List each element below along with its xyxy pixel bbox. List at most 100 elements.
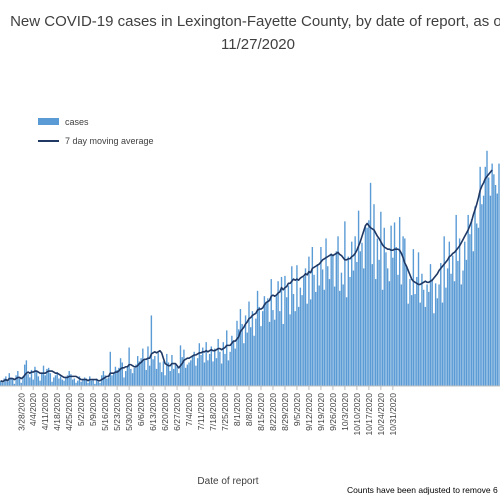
bar <box>54 375 57 386</box>
bar <box>294 311 296 386</box>
bar <box>32 379 34 386</box>
bar <box>200 354 202 386</box>
bar <box>121 362 123 386</box>
bar <box>436 298 439 386</box>
x-tick-label: 8/1/2020 <box>232 393 242 426</box>
bar <box>467 214 469 386</box>
bar <box>261 311 264 386</box>
bar <box>347 256 349 386</box>
bar <box>234 348 236 386</box>
bar <box>373 204 375 386</box>
bar <box>453 281 456 386</box>
bar <box>327 266 329 386</box>
bar <box>354 236 356 386</box>
x-tick-label: 4/11/2020 <box>40 393 50 430</box>
bar <box>226 330 228 386</box>
legend-label-cases: cases <box>65 117 89 127</box>
x-tick-label: 6/27/2020 <box>172 393 182 431</box>
bar <box>371 264 373 386</box>
bar <box>352 270 355 386</box>
x-tick-label: 10/24/2020 <box>376 393 386 436</box>
bar <box>304 268 307 386</box>
bar <box>215 358 218 386</box>
bar <box>236 320 238 386</box>
bar <box>160 372 163 386</box>
bar <box>89 376 91 386</box>
bar <box>232 341 235 386</box>
bar <box>222 342 224 386</box>
bar <box>78 376 81 386</box>
bar <box>202 347 204 386</box>
bar <box>448 241 451 386</box>
bar <box>285 297 288 386</box>
bar <box>440 263 442 386</box>
bar <box>59 376 62 386</box>
bar <box>181 357 183 386</box>
bar <box>342 284 344 386</box>
bar <box>308 256 310 386</box>
bar <box>351 241 353 386</box>
bar <box>47 367 50 386</box>
bar <box>337 236 339 386</box>
bar <box>131 373 134 386</box>
bar <box>71 379 74 386</box>
bar <box>378 259 380 386</box>
bar <box>53 377 55 386</box>
bar <box>63 380 65 386</box>
x-tick-label: 10/17/2020 <box>364 393 374 436</box>
bar <box>412 249 415 386</box>
bar <box>275 296 278 386</box>
bar <box>111 375 113 386</box>
bar <box>489 195 492 386</box>
bar <box>409 279 411 386</box>
bar <box>109 351 111 386</box>
bar <box>150 315 153 386</box>
bar <box>368 220 370 386</box>
bar <box>248 301 250 386</box>
bar <box>210 346 213 386</box>
bar <box>361 242 363 386</box>
bar <box>220 363 223 386</box>
bar <box>162 361 165 386</box>
bar <box>417 252 420 386</box>
bar <box>414 294 416 386</box>
bar <box>58 378 60 386</box>
bar <box>340 272 343 386</box>
bar <box>458 238 461 386</box>
bar <box>421 273 423 386</box>
x-tick-label: 7/4/2020 <box>184 393 194 426</box>
bar <box>207 360 209 386</box>
bar <box>375 279 377 386</box>
bar <box>238 329 240 386</box>
bar <box>143 360 146 386</box>
bar <box>42 365 45 386</box>
bar <box>277 281 279 386</box>
bar <box>30 369 33 386</box>
bar <box>256 290 259 386</box>
bar <box>484 166 486 386</box>
bar <box>431 279 433 386</box>
bar <box>191 356 194 386</box>
bar <box>77 380 79 386</box>
bar <box>311 247 314 386</box>
bar <box>140 358 142 386</box>
bar <box>104 375 106 386</box>
bar <box>491 163 493 386</box>
bar <box>429 264 432 386</box>
bar <box>395 247 397 386</box>
bar <box>344 221 346 386</box>
bar <box>306 303 308 386</box>
bar <box>99 382 101 386</box>
x-tick-label: 8/22/2020 <box>268 393 278 431</box>
x-tick-label: 6/6/2020 <box>136 393 146 426</box>
bar <box>195 365 197 386</box>
bar <box>255 318 257 386</box>
bar <box>243 343 245 386</box>
bar <box>10 377 12 386</box>
bar <box>5 376 7 386</box>
bar <box>267 298 269 386</box>
x-tick-label: 10/3/2020 <box>340 393 350 431</box>
bar <box>196 358 199 386</box>
x-axis-ticks: 3/28/2020 4/4/2020 4/11/2020 4/18/2020 4/25/… <box>16 386 398 436</box>
